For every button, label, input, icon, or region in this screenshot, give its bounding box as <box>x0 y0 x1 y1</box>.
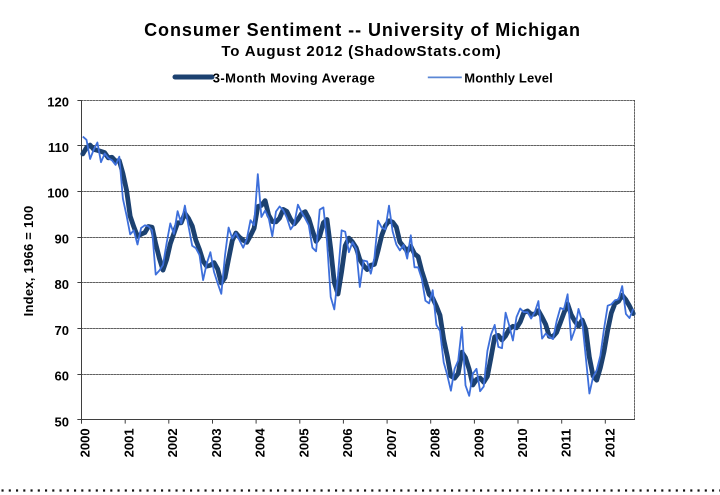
svg-text:2005: 2005 <box>296 428 311 457</box>
svg-text:2008: 2008 <box>428 428 443 457</box>
svg-text:110: 110 <box>48 140 69 155</box>
svg-text:2003: 2003 <box>209 428 224 457</box>
svg-text:70: 70 <box>55 323 69 338</box>
svg-text:2007: 2007 <box>384 428 399 457</box>
svg-text:50: 50 <box>55 414 69 429</box>
svg-text:2006: 2006 <box>340 428 355 457</box>
svg-text:2009: 2009 <box>471 428 486 457</box>
svg-text:2010: 2010 <box>515 428 530 457</box>
svg-text:100: 100 <box>47 186 69 201</box>
svg-text:120: 120 <box>47 94 69 109</box>
svg-text:Consumer Sentiment -- Universi: Consumer Sentiment -- University of Mich… <box>144 20 581 40</box>
svg-text:2002: 2002 <box>165 428 180 457</box>
svg-text:2000: 2000 <box>78 428 93 457</box>
svg-text:2004: 2004 <box>253 428 268 458</box>
svg-text:Index, 1966 = 100: Index, 1966 = 100 <box>21 206 36 317</box>
svg-text:60: 60 <box>55 369 69 384</box>
svg-text:90: 90 <box>55 231 69 246</box>
svg-text:80: 80 <box>55 277 69 292</box>
svg-text:2001: 2001 <box>121 428 136 457</box>
svg-text:2012: 2012 <box>603 428 618 457</box>
svg-text:2011: 2011 <box>559 429 574 457</box>
svg-text:Monthly Level: Monthly Level <box>464 71 553 86</box>
svg-text:To August 2012 (ShadowStats.co: To August 2012 (ShadowStats.com) <box>221 43 501 60</box>
svg-text:3-Month Moving Average: 3-Month Moving Average <box>213 71 375 86</box>
